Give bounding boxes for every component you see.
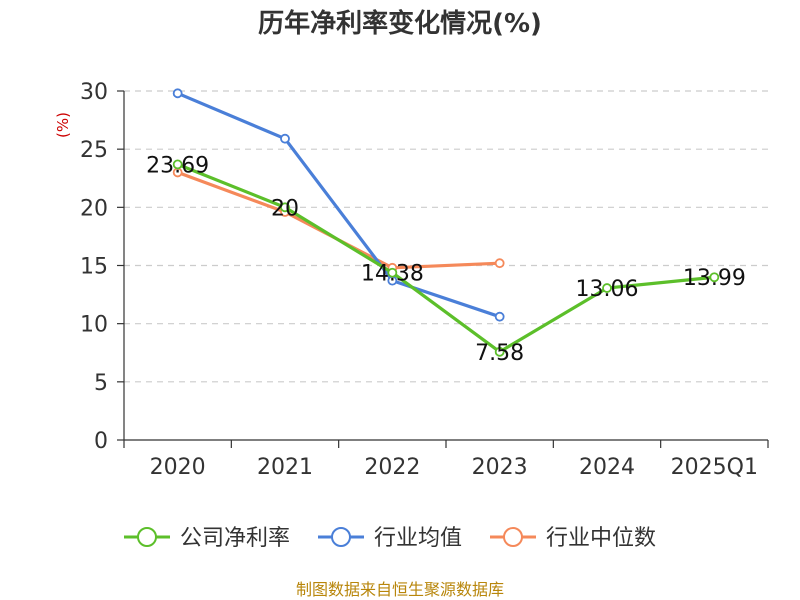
data-point bbox=[709, 272, 720, 283]
data-label: 13.99 bbox=[683, 266, 746, 291]
series-line bbox=[177, 170, 500, 270]
y-axis-label: (%) bbox=[54, 112, 72, 138]
axes: 0 5 10 15 20 25 30 2020 2021 2022 2023 2024 2025Q1 bbox=[80, 80, 769, 480]
grid-lines bbox=[124, 90, 768, 383]
x-tick-label: 2022 bbox=[364, 455, 420, 480]
y-tick-label: 25 bbox=[80, 138, 108, 163]
x-tick-label: 2021 bbox=[257, 455, 313, 480]
series-line bbox=[177, 162, 715, 354]
chart-title: 历年净利率变化情况(%) bbox=[258, 8, 542, 39]
legend-marker bbox=[137, 527, 157, 547]
data-point bbox=[172, 88, 183, 99]
legend-marker bbox=[503, 527, 523, 547]
legend-marker bbox=[331, 527, 351, 547]
y-tick-label: 5 bbox=[94, 371, 108, 396]
data-point bbox=[280, 202, 290, 213]
y-tick-label: 20 bbox=[80, 196, 108, 221]
y-tick-label: 15 bbox=[80, 255, 108, 280]
data-label: 20 bbox=[271, 196, 299, 221]
data-point bbox=[602, 283, 612, 293]
data-label: 13.06 bbox=[576, 277, 639, 302]
legend[interactable]: 公司净利率 行业均值 行业中位数 bbox=[124, 526, 656, 551]
data-label: 7.58 bbox=[475, 341, 524, 366]
source-note: 制图数据来自恒生聚源数据库 bbox=[296, 580, 504, 599]
legend-label: 公司净利率 bbox=[180, 526, 290, 551]
y-tick-label: 30 bbox=[80, 80, 108, 105]
data-point bbox=[494, 311, 505, 322]
data-label: 14.38 bbox=[361, 262, 424, 287]
series-lines bbox=[172, 88, 720, 357]
legend-label: 行业均值 bbox=[374, 526, 462, 551]
x-tick-label: 2020 bbox=[150, 455, 206, 480]
x-tick-label: 2025Q1 bbox=[671, 455, 758, 480]
legend-label: 行业中位数 bbox=[546, 526, 656, 551]
data-point bbox=[172, 159, 183, 170]
series-line bbox=[177, 91, 501, 319]
data-point bbox=[280, 133, 290, 144]
data-labels: 23.69 20 14.38 7.58 13.06 13.99 bbox=[146, 153, 746, 365]
y-tick-label: 0 bbox=[94, 429, 108, 454]
x-tick-label: 2023 bbox=[472, 455, 528, 480]
data-label: 23.69 bbox=[146, 153, 209, 178]
data-point bbox=[494, 346, 505, 357]
data-point bbox=[494, 258, 505, 269]
data-point bbox=[387, 267, 398, 278]
legend-item[interactable]: 公司净利率 bbox=[124, 526, 290, 551]
y-tick-label: 10 bbox=[80, 313, 108, 338]
legend-item[interactable]: 行业中位数 bbox=[490, 526, 656, 551]
x-tick-label: 2024 bbox=[579, 455, 635, 480]
legend-item[interactable]: 行业均值 bbox=[318, 526, 462, 551]
